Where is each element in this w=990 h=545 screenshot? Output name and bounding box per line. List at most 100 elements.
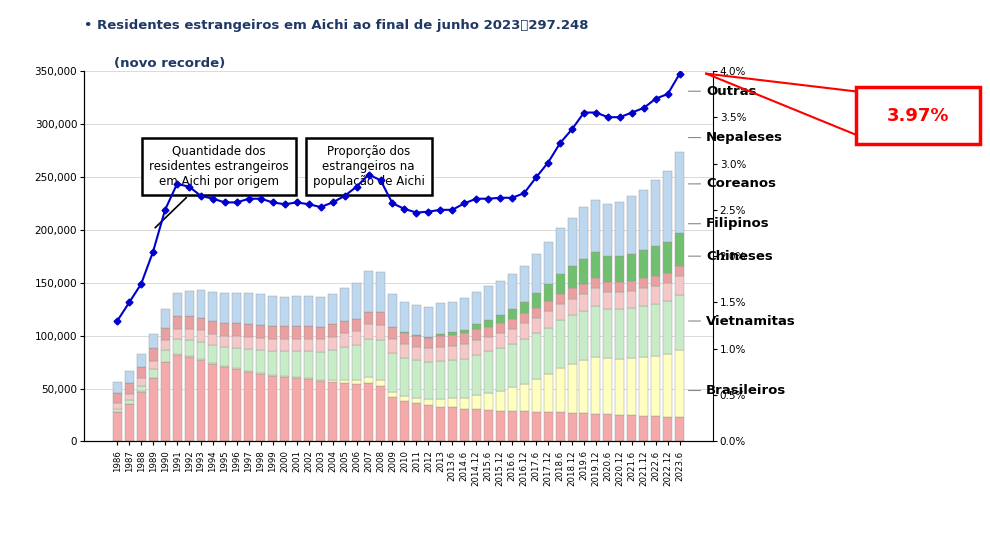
Bar	[675, 350, 684, 417]
Bar	[304, 338, 313, 351]
Bar	[579, 259, 588, 284]
Bar	[447, 346, 456, 360]
Bar	[520, 265, 529, 302]
Bar	[496, 281, 505, 315]
Bar	[221, 336, 230, 347]
Bar	[447, 360, 456, 398]
Bar	[352, 319, 361, 331]
Bar	[376, 386, 385, 441]
Bar	[640, 190, 648, 250]
Bar	[304, 351, 313, 378]
Bar	[125, 400, 134, 404]
Bar	[148, 348, 157, 361]
Bar	[364, 377, 373, 383]
Bar	[616, 415, 625, 441]
Text: Outras: Outras	[688, 84, 756, 98]
Bar	[280, 339, 289, 352]
Text: Vietnamitas: Vietnamitas	[688, 314, 796, 328]
Bar	[663, 242, 672, 272]
Bar	[591, 414, 601, 441]
Bar	[604, 358, 613, 414]
Bar	[256, 350, 265, 373]
Bar	[256, 373, 265, 374]
Bar	[447, 398, 456, 407]
Bar	[221, 323, 230, 336]
Text: 3.97%: 3.97%	[887, 107, 949, 125]
Bar	[604, 282, 613, 292]
Bar	[148, 378, 157, 441]
Bar	[663, 272, 672, 283]
Bar	[172, 355, 181, 441]
Text: Coreanos: Coreanos	[688, 177, 776, 190]
Bar	[316, 352, 325, 379]
Bar	[651, 276, 660, 286]
Bar	[544, 311, 552, 328]
Bar	[388, 397, 397, 441]
Bar	[532, 379, 541, 412]
Bar	[341, 383, 349, 441]
Bar	[604, 414, 613, 441]
Bar	[508, 329, 517, 344]
Bar	[245, 349, 253, 371]
Bar	[376, 340, 385, 380]
Bar	[424, 338, 433, 348]
Bar	[628, 358, 637, 415]
Bar	[675, 417, 684, 441]
Bar	[256, 374, 265, 441]
Bar	[544, 374, 552, 413]
Bar	[484, 286, 493, 320]
Bar	[459, 298, 469, 330]
Bar	[663, 416, 672, 441]
Bar	[472, 355, 481, 395]
Bar	[328, 380, 338, 382]
Bar	[459, 330, 469, 334]
Bar	[137, 378, 146, 386]
Bar	[304, 326, 313, 338]
Bar	[555, 368, 564, 413]
Bar	[532, 318, 541, 334]
Bar	[472, 409, 481, 441]
Bar	[364, 383, 373, 441]
Bar	[459, 398, 469, 409]
Bar	[532, 412, 541, 441]
Bar	[292, 378, 301, 441]
Bar	[544, 284, 552, 301]
Bar	[233, 368, 242, 370]
Bar	[472, 292, 481, 324]
Bar	[352, 282, 361, 318]
Bar	[148, 361, 157, 369]
Bar	[555, 304, 564, 320]
Bar	[316, 340, 325, 352]
Bar	[268, 339, 277, 352]
Bar	[137, 354, 146, 367]
Bar	[280, 352, 289, 376]
Bar	[532, 253, 541, 293]
Bar	[567, 316, 576, 364]
Bar	[316, 298, 325, 326]
Bar	[184, 316, 193, 329]
Bar	[567, 217, 576, 266]
Bar	[245, 371, 253, 372]
Bar	[616, 256, 625, 282]
Bar	[221, 367, 230, 441]
Bar	[412, 403, 421, 441]
Bar	[484, 337, 493, 352]
Bar	[459, 359, 469, 398]
Bar	[412, 336, 421, 347]
Bar	[472, 340, 481, 355]
Bar	[628, 415, 637, 441]
Bar	[172, 293, 181, 316]
Bar	[651, 304, 660, 356]
Bar	[640, 288, 648, 306]
Bar	[341, 347, 349, 380]
Bar	[520, 313, 529, 323]
Bar	[209, 334, 218, 345]
Bar	[459, 334, 469, 344]
Bar	[520, 302, 529, 313]
Bar	[520, 340, 529, 384]
Bar	[352, 331, 361, 345]
Bar	[484, 352, 493, 393]
Bar	[616, 282, 625, 292]
Bar	[640, 250, 648, 278]
Bar	[233, 336, 242, 348]
